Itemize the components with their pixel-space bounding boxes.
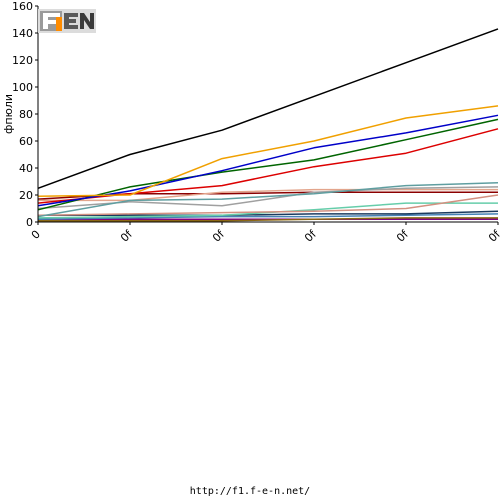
y-axis-title: фпюли (2, 94, 15, 134)
x-tick-label: 0 (29, 228, 43, 242)
y-tick-label: 100 (12, 81, 33, 94)
series-line-5 (37, 182, 499, 218)
footer-url[interactable]: http://f1.f-e-n.net/ (189, 486, 311, 497)
x-axis-ticks: 0 0f 0f 0f 0f 0f (29, 222, 500, 245)
x-tick-label: 0f (210, 227, 228, 245)
x-tick-label: 0f (486, 227, 500, 245)
y-axis-ticks: 0 20 40 60 80 100 120 140 160 (12, 0, 38, 229)
plot-lines (37, 28, 499, 222)
y-tick-label: 120 (12, 54, 33, 67)
y-tick-label: 0 (26, 216, 33, 229)
series-line-13 (38, 217, 498, 222)
series-line-11 (38, 210, 499, 217)
series-line-7 (38, 188, 498, 202)
y-tick-label: 20 (19, 189, 33, 202)
series-line-2 (37, 114, 499, 207)
series-line-0 (37, 28, 499, 190)
x-tick-label: 0f (302, 227, 320, 245)
y-tick-label: 40 (19, 162, 33, 175)
series-line-9 (37, 194, 499, 217)
series-line-3 (37, 118, 499, 211)
y-tick-label: 60 (19, 135, 33, 148)
f1en-logo (38, 7, 98, 35)
y-tick-label: 80 (19, 108, 33, 121)
y-tick-label: 140 (12, 27, 33, 40)
x-tick-label: 0f (118, 227, 136, 245)
y-tick-label: 160 (12, 0, 33, 13)
series-line-1 (37, 105, 499, 198)
series-line-12 (37, 213, 499, 221)
x-tick-label: 0f (394, 227, 412, 245)
